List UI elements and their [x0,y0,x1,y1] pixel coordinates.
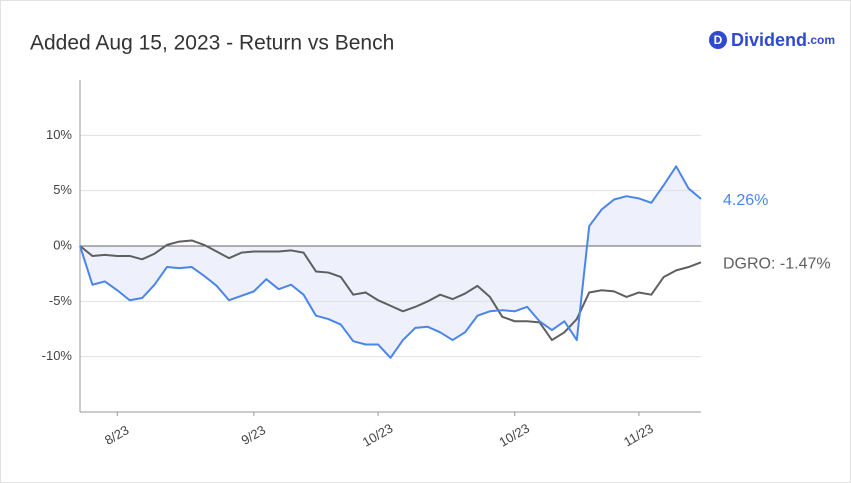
logo-suffix: .com [807,33,835,47]
y-tick-label: -5% [49,293,73,308]
logo[interactable]: D Dividend.com [709,30,835,50]
end-label: DGRO: -1.47% [723,255,831,272]
area [80,166,701,358]
y-tick-label: 0% [53,237,72,252]
logo-text: Dividend.com [731,30,835,50]
logo-icon [709,31,727,49]
line [79,165,702,359]
line [79,239,702,342]
y-tick-label: 10% [46,127,72,142]
logo-name: Dividend [731,30,807,50]
y-tick-label: 5% [53,182,72,197]
end-label: 4.26% [723,192,768,209]
chart-title: Added Aug 15, 2023 - Return vs Bench [30,32,394,55]
logo-icon-text: D [714,33,723,47]
y-tick-label: -10% [42,348,73,363]
